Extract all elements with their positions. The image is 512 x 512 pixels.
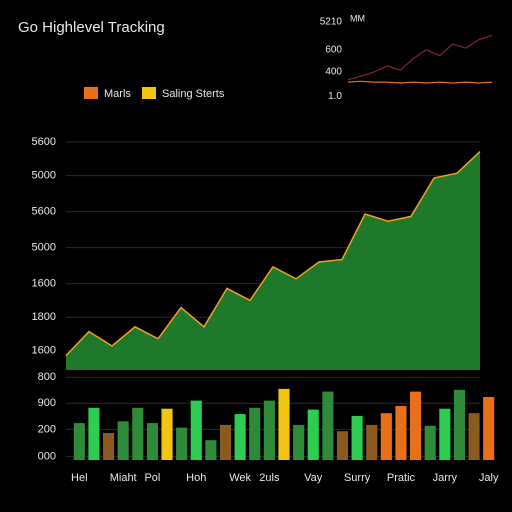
x-tick-label: Vay xyxy=(304,472,323,484)
bar xyxy=(380,413,392,460)
y-tick-label: 800 xyxy=(38,371,56,383)
bar xyxy=(307,409,319,460)
bar xyxy=(439,408,451,460)
bar xyxy=(322,391,334,460)
legend-label: Saling Sterts xyxy=(162,88,225,100)
y-tick-label: 000 xyxy=(38,450,56,462)
x-tick-label: Jaly xyxy=(479,472,499,484)
area xyxy=(66,151,480,370)
y-tick-label: 5000 xyxy=(32,170,56,182)
bar xyxy=(410,391,422,460)
y-tick-label: 200 xyxy=(38,423,56,435)
bar xyxy=(219,424,232,460)
line xyxy=(347,34,493,81)
x-tick-label: Wek xyxy=(229,472,251,484)
y-tick-label: 5210 xyxy=(320,16,343,27)
bar xyxy=(88,407,100,460)
title: Go Highlevel Tracking xyxy=(18,19,165,36)
x-tick-label: Jarry xyxy=(433,472,458,484)
bar xyxy=(161,408,173,460)
bar xyxy=(453,389,466,460)
bar xyxy=(190,400,202,460)
bar xyxy=(73,423,85,460)
y-tick-label: 600 xyxy=(325,44,342,55)
y-tick-label: 5000 xyxy=(32,242,56,254)
bar xyxy=(205,440,217,460)
x-tick-label: Surry xyxy=(344,472,371,484)
y-tick-label: 400 xyxy=(325,67,342,78)
bar xyxy=(483,397,495,460)
bar xyxy=(176,427,188,460)
legend-swatch xyxy=(84,87,98,99)
bar xyxy=(249,407,261,460)
x-tick-label: Hoh xyxy=(186,472,206,484)
bar xyxy=(468,413,480,460)
x-tick-label: Hel xyxy=(71,472,88,484)
bar xyxy=(263,400,275,460)
x-tick-label: Miaht xyxy=(110,472,137,484)
line xyxy=(347,80,493,84)
y-tick-label: 5600 xyxy=(32,206,56,218)
x-tick-label: Pratic xyxy=(387,472,416,484)
bar xyxy=(146,423,158,460)
x-tick-label: Pol xyxy=(144,472,160,484)
bar xyxy=(395,406,407,460)
y-tick-label: 1.0 xyxy=(328,91,342,102)
legend-swatch xyxy=(142,87,156,99)
bar xyxy=(234,414,246,460)
bar xyxy=(336,431,349,460)
bar xyxy=(102,433,115,460)
y-axis-label: MM xyxy=(350,13,365,23)
area-line xyxy=(65,151,481,357)
y-tick-label: 900 xyxy=(38,397,56,409)
y-tick-label: 1600 xyxy=(32,278,56,290)
bar xyxy=(293,424,305,460)
bar xyxy=(424,425,436,460)
bar xyxy=(351,415,363,460)
y-tick-label: 1800 xyxy=(32,311,56,323)
y-tick-label: 5600 xyxy=(32,136,56,148)
x-tick-label: 2uls xyxy=(259,472,280,484)
bar xyxy=(117,421,129,460)
legend-label: Marls xyxy=(104,88,131,100)
y-tick-label: 1600 xyxy=(32,345,56,357)
bar xyxy=(132,407,144,460)
bar xyxy=(278,388,290,460)
bar xyxy=(366,424,378,460)
